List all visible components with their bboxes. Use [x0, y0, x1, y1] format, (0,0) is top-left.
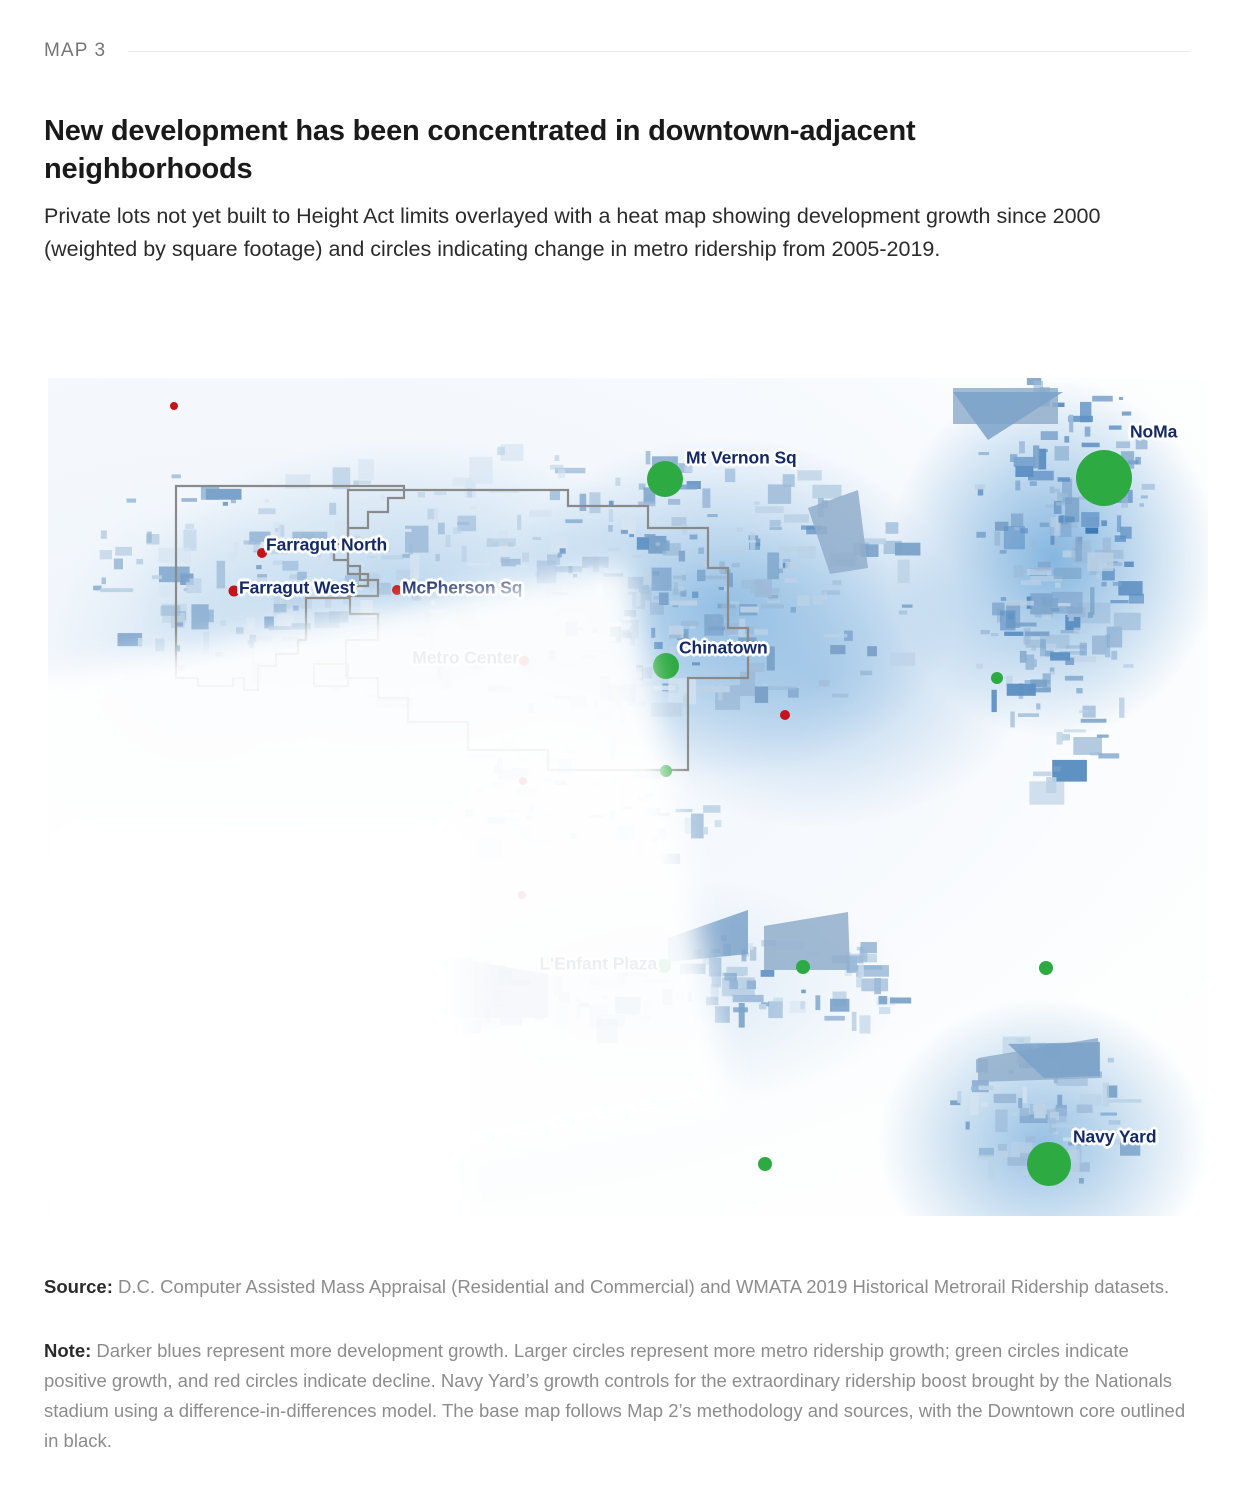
station-marker[interactable] — [392, 585, 402, 595]
source-label: Source: — [44, 1276, 113, 1297]
note-label: Note: — [44, 1340, 92, 1361]
figure-title: New development has been concentrated in… — [44, 115, 916, 186]
station-marker[interactable] — [1027, 1142, 1071, 1186]
eyebrow-divider — [128, 50, 1190, 52]
station-label: Chinatown — [679, 637, 768, 658]
source-note: Source: D.C. Computer Assisted Mass Appr… — [44, 1272, 1192, 1302]
methodology-note: Note: Darker blues represent more develo… — [44, 1336, 1192, 1456]
station-marker[interactable] — [1076, 450, 1132, 506]
ridership-change-marker[interactable] — [170, 402, 178, 410]
ridership-change-marker[interactable] — [758, 1157, 772, 1171]
station-label: NoMa — [1130, 421, 1178, 442]
ridership-change-marker[interactable] — [796, 960, 810, 974]
source-text: D.C. Computer Assisted Mass Appraisal (R… — [112, 1276, 1170, 1297]
station-label: Navy Yard — [1073, 1126, 1157, 1147]
station-marker[interactable] — [653, 653, 679, 679]
map-crop-mask — [48, 818, 468, 1216]
station-marker[interactable] — [257, 548, 267, 558]
ridership-change-marker[interactable] — [1039, 961, 1053, 975]
station-label: Farragut West — [239, 577, 356, 598]
station-label: Mt Vernon Sq — [686, 447, 797, 468]
ridership-change-marker[interactable] — [991, 672, 1003, 684]
ridership-change-marker[interactable] — [780, 710, 790, 720]
station-label: Farragut North — [266, 534, 388, 555]
figure-eyebrow: MAP 3 — [44, 40, 1190, 62]
station-marker[interactable] — [647, 461, 683, 497]
figure-subtitle: Private lots not yet built to Height Act… — [44, 204, 1101, 262]
station-marker[interactable] — [228, 585, 240, 597]
figure-number-label: MAP 3 — [44, 40, 107, 61]
note-text: Darker blues represent more development … — [44, 1340, 1186, 1451]
